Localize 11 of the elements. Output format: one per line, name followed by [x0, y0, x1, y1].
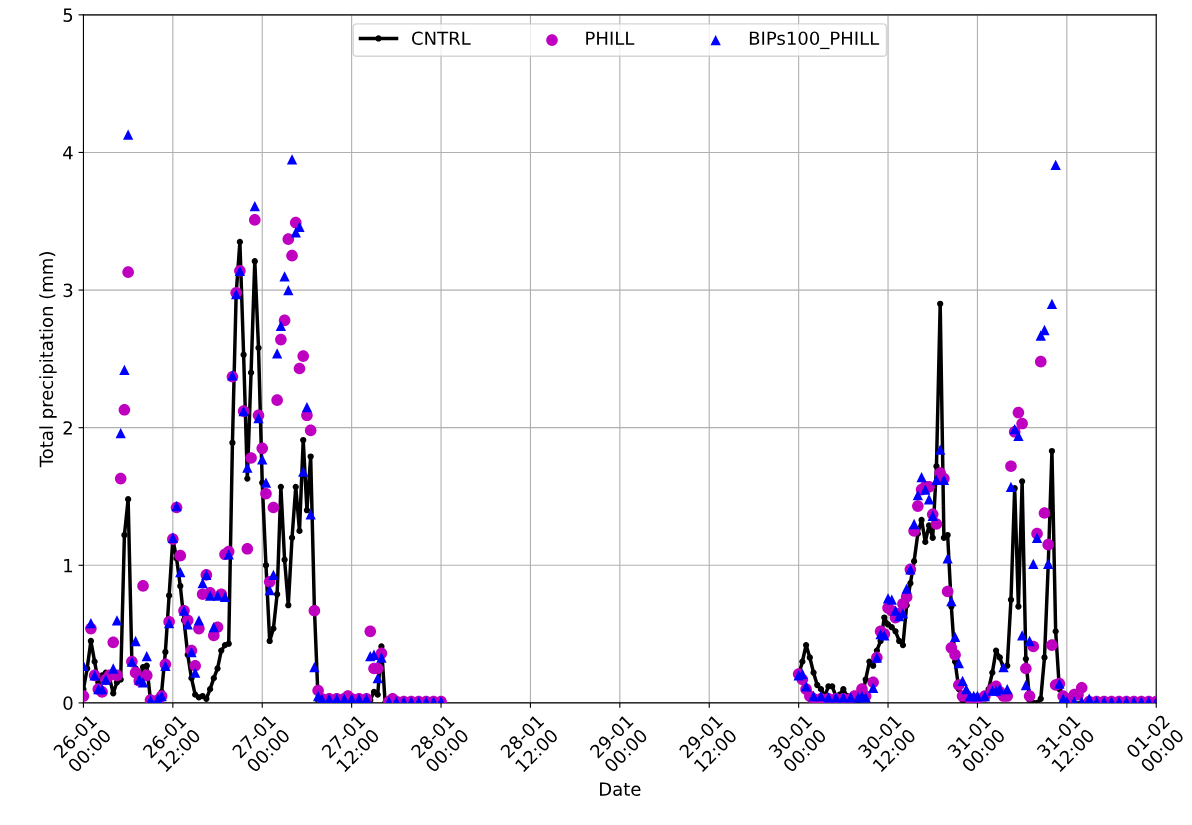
x-axis-title: Date: [600, 782, 641, 796]
y-tick-label: 4: [63, 146, 73, 160]
legend-label: PHILL: [586, 31, 635, 45]
y-tick-label: 3: [63, 283, 73, 298]
y-tick-label: 2: [63, 421, 72, 435]
y-tick-label: 5: [63, 8, 73, 22]
y-axis-title: Total precipitation (mm): [39, 252, 57, 468]
y-tick-label: 1: [64, 558, 73, 573]
y-tick-label: 0: [63, 696, 73, 711]
legend-label: CNTRL: [412, 31, 471, 46]
legend-label: BIPs100_PHILL: [749, 31, 880, 50]
